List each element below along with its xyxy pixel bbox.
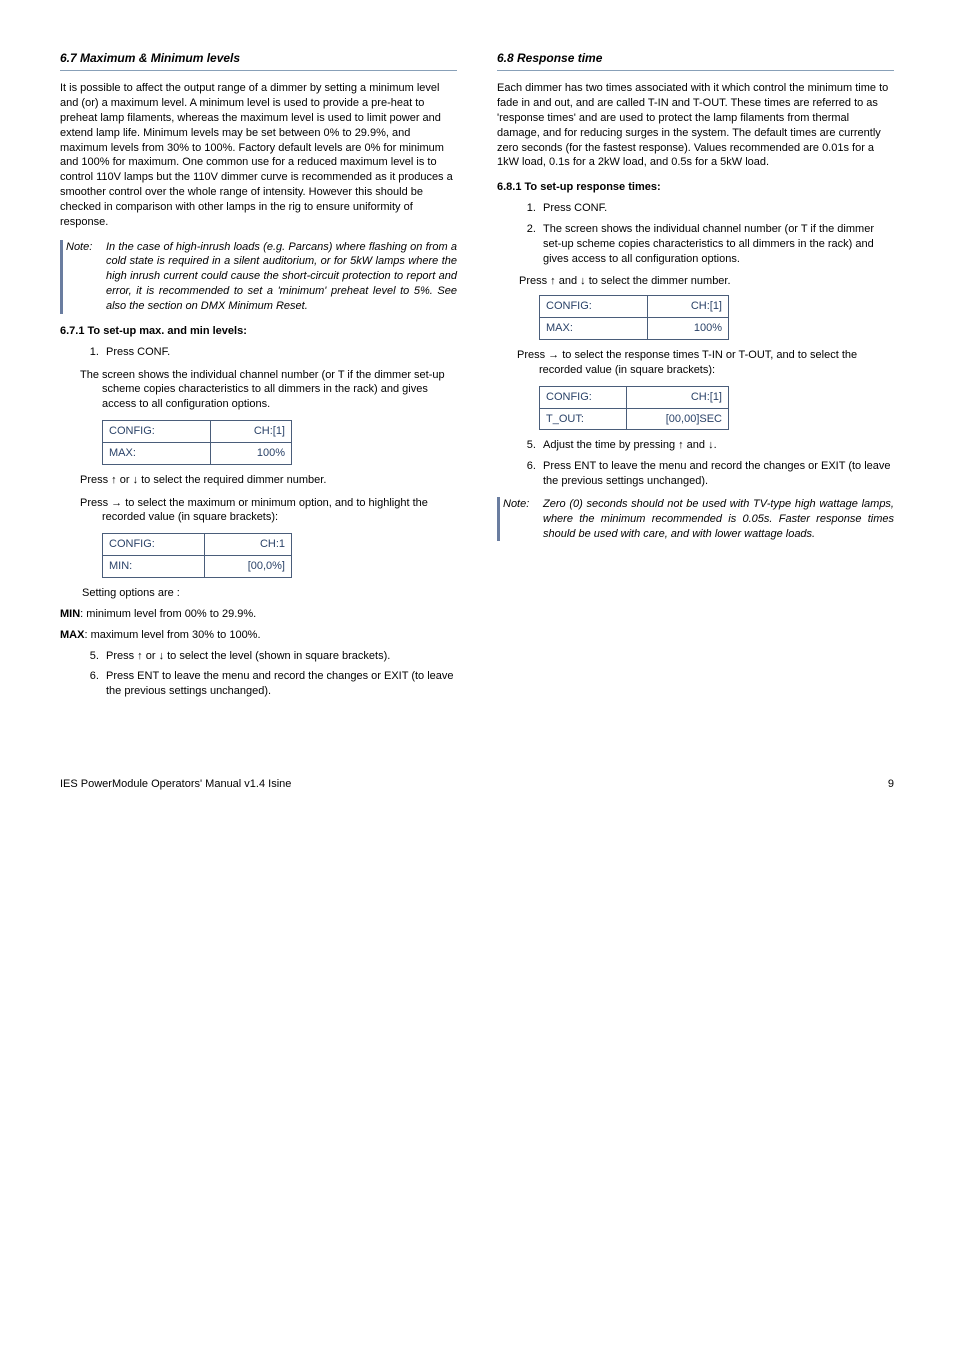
cell: MAX: — [540, 318, 648, 340]
subhead-6-8-1: 6.8.1 To set-up response times: — [497, 180, 894, 195]
footer-left: IES PowerModule Operators' Manual v1.4 I… — [60, 777, 291, 792]
max-line: MAX: maximum level from 30% to 100%. — [60, 628, 457, 643]
cell: [00,0%] — [204, 556, 291, 578]
setting-options: Setting options are : — [82, 586, 457, 601]
cell: CONFIG: — [103, 421, 211, 443]
step-6: Press ENT to leave the menu and record t… — [102, 669, 457, 699]
page-footer: IES PowerModule Operators' Manual v1.4 I… — [60, 777, 894, 792]
intro-6-7: It is possible to affect the output rang… — [60, 81, 457, 229]
steps-6-8-1a: Press CONF. The screen shows the individ… — [497, 201, 894, 266]
step-2: The screen shows the individual channel … — [539, 222, 894, 267]
note-label: Note: — [66, 240, 106, 314]
cell: MAX: — [103, 442, 211, 464]
step-6: Press ENT to leave the menu and record t… — [539, 459, 894, 489]
steps-6-7-1b: Press ↑ or ↓ to select the level (shown … — [60, 649, 457, 700]
section-title-6-8: 6.8 Response time — [497, 50, 894, 66]
press-up-down: Press ↑ or ↓ to select the required dimm… — [60, 473, 457, 488]
cell: CONFIG: — [540, 386, 627, 408]
left-column: 6.7 Maximum & Minimum levels It is possi… — [60, 50, 457, 707]
table-config-max: CONFIG:CH:[1] MAX:100% — [102, 420, 292, 465]
two-column-layout: 6.7 Maximum & Minimum levels It is possi… — [60, 50, 894, 707]
cell: CONFIG: — [540, 296, 648, 318]
right-column: 6.8 Response time Each dimmer has two ti… — [497, 50, 894, 707]
step-5: Press ↑ or ↓ to select the level (shown … — [102, 649, 457, 664]
note-bar — [497, 497, 500, 542]
note-6-8: Note: Zero (0) seconds should not be use… — [497, 497, 894, 542]
cell: [00,00]SEC — [626, 408, 728, 430]
cell: CH:[1] — [626, 386, 728, 408]
cell: CH:1 — [204, 534, 291, 556]
min-label: MIN — [60, 608, 80, 620]
press-right: Press → to select the maximum or minimum… — [60, 496, 457, 526]
note-bar — [60, 240, 63, 314]
min-text: : minimum level from 00% to 29.9%. — [80, 608, 256, 620]
step-5: Adjust the time by pressing ↑ and ↓. — [539, 438, 894, 453]
note-body: In the case of high-inrush loads (e.g. P… — [106, 240, 457, 314]
note-6-7: Note: In the case of high-inrush loads (… — [60, 240, 457, 314]
cell: MIN: — [103, 556, 205, 578]
cell: T_OUT: — [540, 408, 627, 430]
step-1: Press CONF. — [539, 201, 894, 216]
min-line: MIN: minimum level from 00% to 29.9%. — [60, 607, 457, 622]
step-1: Press CONF. — [102, 345, 457, 360]
intro-6-8: Each dimmer has two times associated wit… — [497, 81, 894, 170]
table-config-tout: CONFIG:CH:[1] T_OUT:[00,00]SEC — [539, 386, 729, 431]
rule — [60, 70, 457, 71]
press-select-dimmer: Press ↑ and ↓ to select the dimmer numbe… — [519, 274, 894, 289]
cell: 100% — [210, 442, 291, 464]
table-config-min: CONFIG:CH:1 MIN:[00,0%] — [102, 533, 292, 578]
rule — [497, 70, 894, 71]
max-text: : maximum level from 30% to 100%. — [84, 629, 260, 641]
steps-6-8-1b: Adjust the time by pressing ↑ and ↓. Pre… — [497, 438, 894, 489]
cell: CH:[1] — [210, 421, 291, 443]
table-config-max-r: CONFIG:CH:[1] MAX:100% — [539, 295, 729, 340]
subhead-6-7-1: 6.7.1 To set-up max. and min levels: — [60, 324, 457, 339]
max-label: MAX — [60, 629, 84, 641]
cell: 100% — [647, 318, 728, 340]
cell: CONFIG: — [103, 534, 205, 556]
press-right-r: Press → to select the response times T-I… — [497, 348, 894, 378]
footer-page-number: 9 — [888, 777, 894, 792]
step-2-text: The screen shows the individual channel … — [60, 368, 457, 413]
note-label: Note: — [503, 497, 543, 542]
steps-6-7-1a: Press CONF. — [60, 345, 457, 360]
note-body: Zero (0) seconds should not be used with… — [543, 497, 894, 542]
cell: CH:[1] — [647, 296, 728, 318]
section-title-6-7: 6.7 Maximum & Minimum levels — [60, 50, 457, 66]
